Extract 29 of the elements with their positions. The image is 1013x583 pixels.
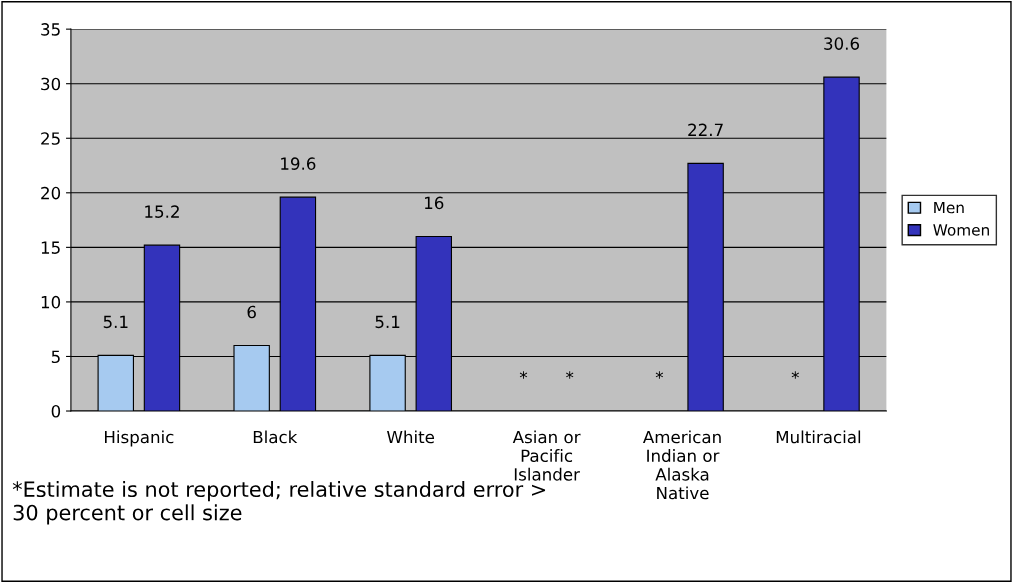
data-label: 16: [425, 196, 444, 210]
data-label: 15.2: [145, 205, 179, 218]
text: *: [519, 371, 528, 379]
y-tick-label: 15: [41, 241, 60, 254]
text: *: [655, 371, 664, 379]
x-tick-label: American Indian or Alaska Native: [642, 430, 721, 500]
x-tick-label: Multiracial: [776, 430, 861, 444]
x-tick-label: Black: [253, 430, 298, 444]
y-tick-label: 10: [41, 295, 61, 309]
y-tick-label: 20: [41, 186, 61, 200]
x-tick-label: Hispanic: [105, 430, 174, 447]
text: *: [791, 371, 799, 379]
data-label: 22.7: [688, 123, 723, 136]
legend-label: Men: [934, 201, 964, 214]
x-tick-label: Asian or Pacific Islander: [512, 430, 581, 481]
data-label: 30.6: [824, 37, 860, 50]
y-tick-label: 35: [41, 23, 60, 36]
y-tick-label: 30: [41, 77, 61, 91]
data-label: 5.1: [103, 315, 128, 329]
x-tick-label: White: [387, 430, 435, 444]
y-tick-label: 5: [51, 350, 60, 364]
legend-label: Women: [933, 224, 989, 236]
data-label: 6: [247, 305, 256, 319]
text: *Estimate is not reported; relative standard error > 30 percent or cell size: [12, 480, 546, 525]
y-tick-label: 25: [41, 132, 60, 145]
y-tick-label: 0: [51, 404, 61, 418]
text: *: [566, 371, 574, 379]
data-label: 19.6: [281, 157, 316, 170]
data-label: 5.1: [375, 315, 400, 329]
